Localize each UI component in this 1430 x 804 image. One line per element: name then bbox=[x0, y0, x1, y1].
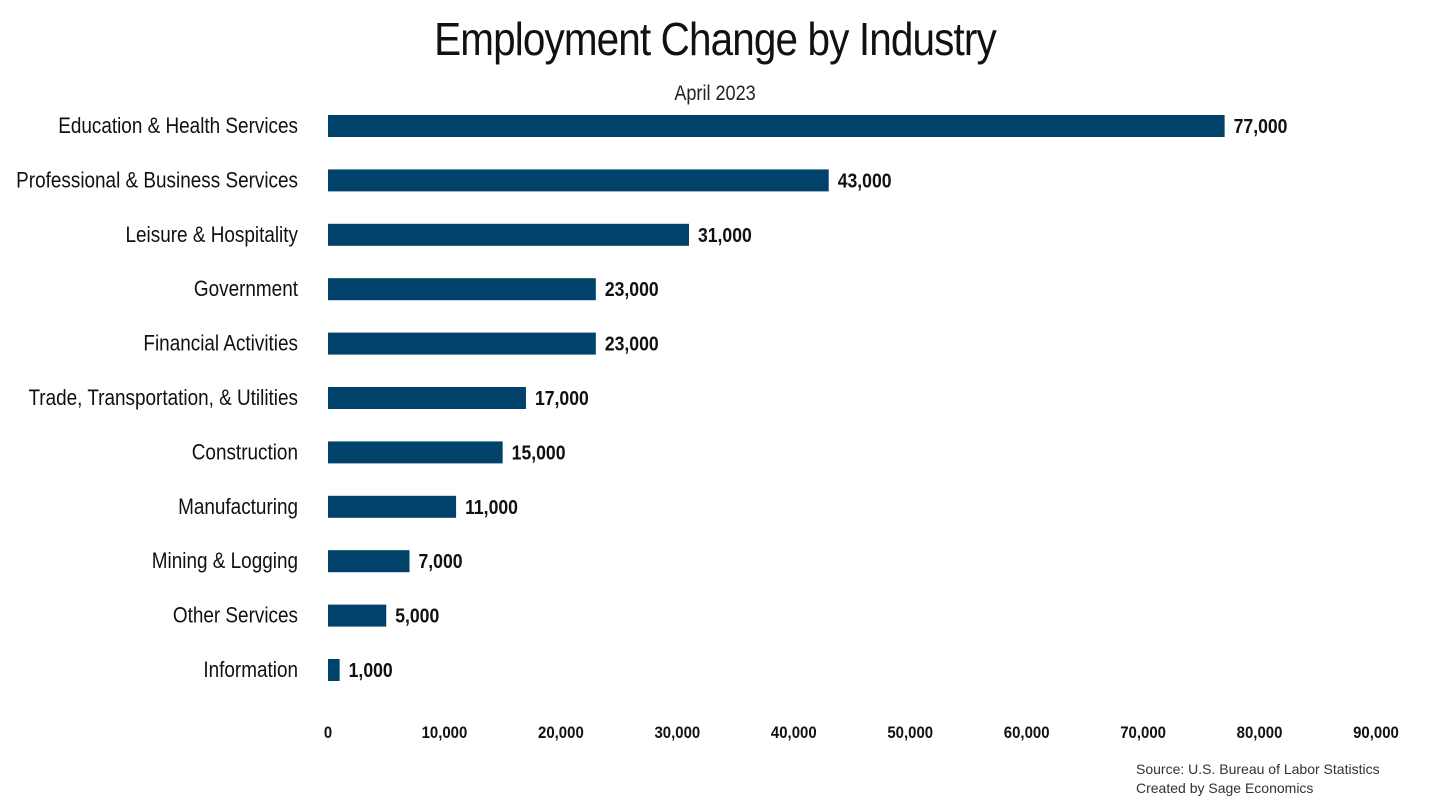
x-tick-label: 70,000 bbox=[1120, 723, 1166, 742]
data-label: 15,000 bbox=[512, 442, 566, 464]
x-tick-label: 50,000 bbox=[887, 723, 933, 742]
bar bbox=[328, 550, 410, 573]
data-label: 5,000 bbox=[395, 606, 439, 628]
source-line: Source: U.S. Bureau of Labor Statistics bbox=[1136, 761, 1380, 777]
bar bbox=[328, 495, 457, 518]
category-label: Government bbox=[194, 276, 298, 301]
bar bbox=[328, 278, 596, 301]
bar bbox=[328, 332, 596, 355]
category-label: Leisure & Hospitality bbox=[126, 222, 298, 247]
bar bbox=[328, 387, 526, 409]
category-label: Construction bbox=[192, 439, 298, 464]
category-label: Professional & Business Services bbox=[16, 167, 298, 192]
bars-layer bbox=[328, 115, 1225, 681]
x-tick-label: 40,000 bbox=[771, 723, 817, 742]
category-label: Other Services bbox=[173, 603, 298, 628]
bar bbox=[328, 659, 340, 681]
data-label: 11,000 bbox=[465, 497, 518, 519]
category-label: Trade, Transportation, & Utilities bbox=[28, 385, 298, 410]
x-tick-label: 30,000 bbox=[654, 723, 700, 742]
x-tick-label: 60,000 bbox=[1004, 723, 1050, 742]
data-label: 31,000 bbox=[698, 225, 752, 247]
chart-title: Employment Change by Industry bbox=[434, 13, 997, 65]
category-label: Education & Health Services bbox=[58, 113, 298, 138]
x-tick-label: 10,000 bbox=[422, 723, 468, 742]
data-label: 23,000 bbox=[605, 334, 659, 356]
value-labels: 77,000 43,000 31,000 23,000 23,000 17,000 15,0… bbox=[349, 116, 1288, 682]
data-label: 23,000 bbox=[605, 279, 659, 301]
bar bbox=[328, 604, 387, 627]
x-tick-label: 20,000 bbox=[538, 723, 584, 742]
credit-line: Created by Sage Economics bbox=[1136, 780, 1314, 796]
bar bbox=[328, 115, 1225, 137]
bar bbox=[328, 169, 829, 192]
data-label: 1,000 bbox=[349, 660, 393, 682]
category-label: Financial Activities bbox=[143, 331, 298, 356]
category-label: Manufacturing bbox=[178, 494, 298, 519]
x-tick-label: 80,000 bbox=[1237, 723, 1283, 742]
x-axis-ticks: 0 10,000 20,000 30,000 40,000 50,000 60,000 70,… bbox=[324, 723, 1399, 742]
data-label: 43,000 bbox=[838, 170, 892, 192]
data-label: 77,000 bbox=[1234, 116, 1288, 138]
category-label: Mining & Logging bbox=[152, 548, 298, 573]
bar bbox=[328, 223, 689, 246]
x-tick-label: 90,000 bbox=[1353, 723, 1399, 742]
source-note: Source: U.S. Bureau of Labor Statistics … bbox=[1136, 760, 1380, 798]
bar bbox=[328, 441, 503, 464]
category-labels: Education & Health Services Professional … bbox=[16, 113, 298, 682]
data-label: 17,000 bbox=[535, 388, 589, 410]
x-tick-label: 0 bbox=[324, 723, 332, 742]
category-label: Information bbox=[203, 657, 298, 682]
data-label: 7,000 bbox=[419, 551, 463, 573]
chart-subtitle: April 2023 bbox=[674, 82, 756, 105]
